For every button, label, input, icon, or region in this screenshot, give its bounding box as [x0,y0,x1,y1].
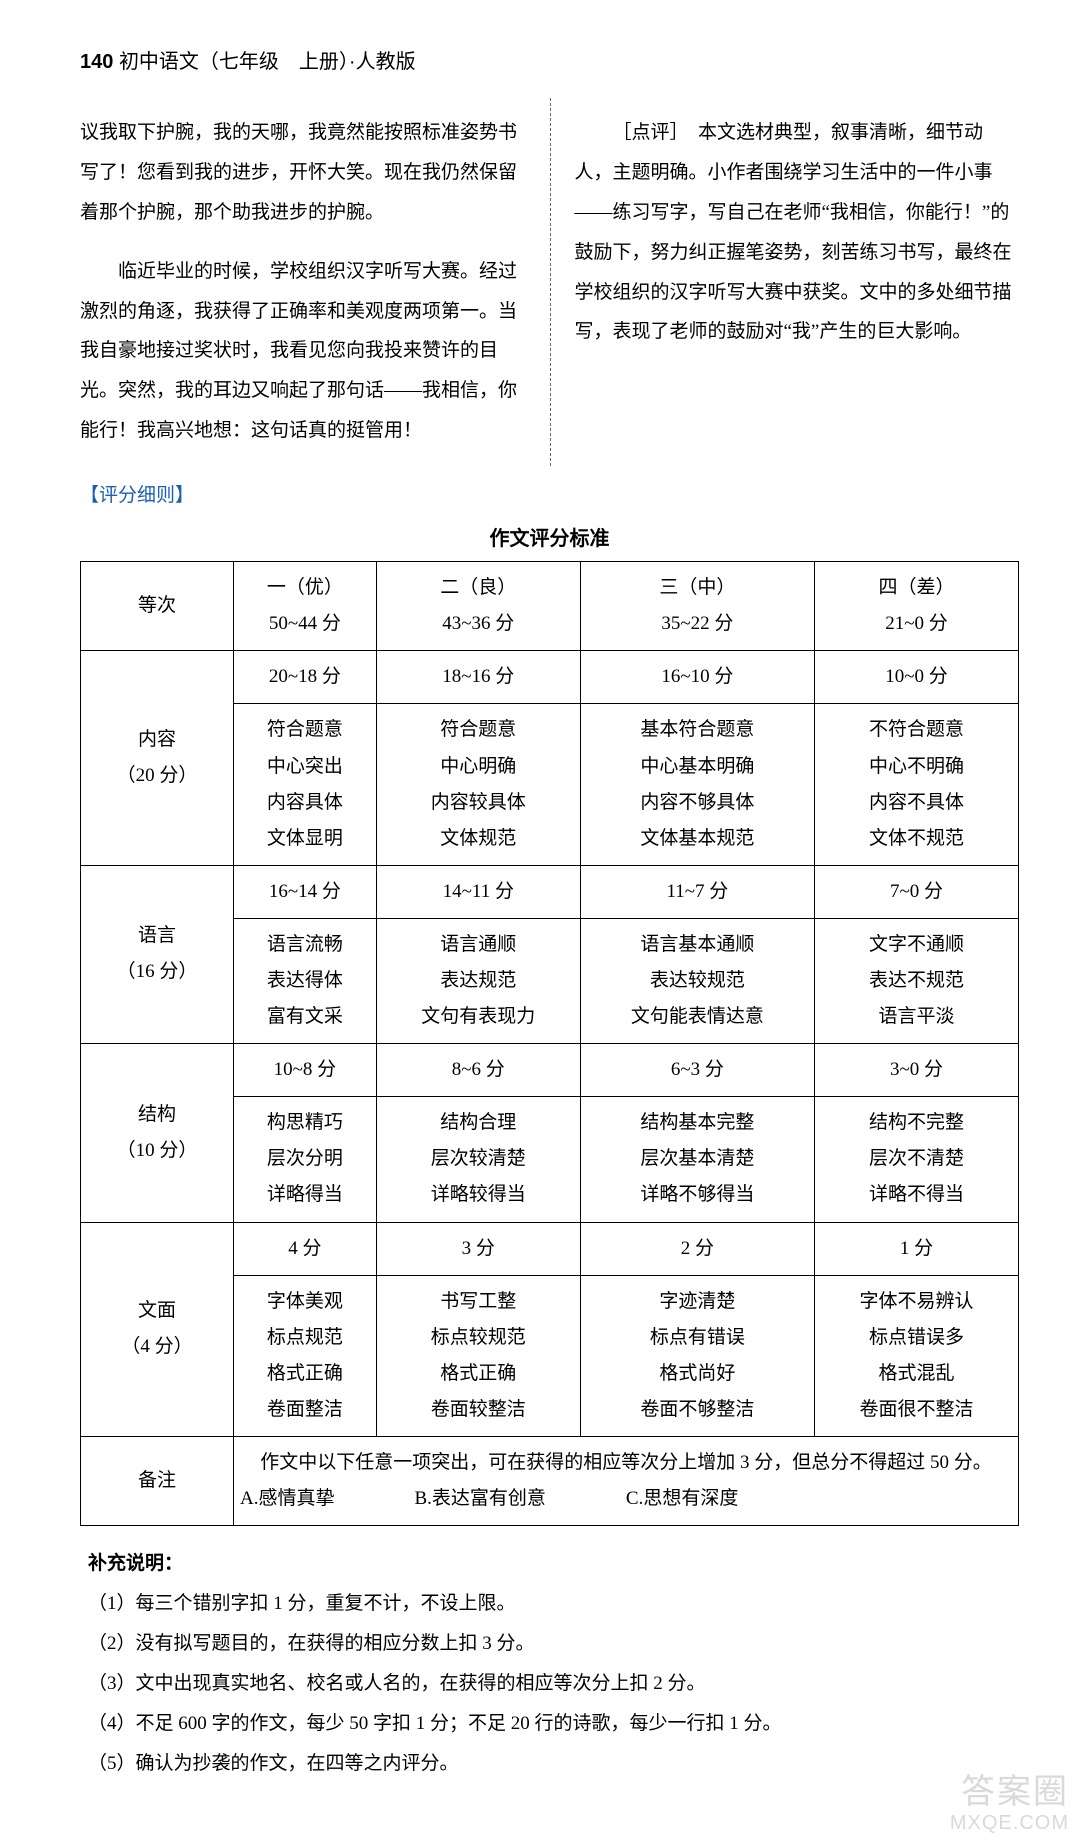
section-label: 内容（20 分） [81,651,234,865]
range-cell: 18~16 分 [376,651,580,704]
level-cell: 三（中）35~22 分 [580,562,814,651]
supplement-item: （3）文中出现真实地名、校名或人名的，在获得的相应等次分上扣 2 分。 [88,1664,1019,1704]
criteria-cell: 符合题意中心明确内容较具体文体规范 [376,704,580,865]
level-cell: 二（良）43~36 分 [376,562,580,651]
range-cell: 7~0 分 [815,865,1019,918]
supplement-section: 补充说明： （1）每三个错别字扣 1 分，重复不计，不设上限。 （2）没有拟写题… [80,1544,1019,1783]
watermark-en: MXQE.COM [950,1812,1069,1834]
bonus-item: C.思想有深度 [626,1481,738,1517]
watermark: 答案圈 MXQE.COM [950,1774,1069,1833]
section-label: 文面（4 分） [81,1222,234,1436]
table-row: 内容（20 分） 20~18 分 18~16 分 16~10 分 10~0 分 [81,651,1019,704]
range-cell: 3~0 分 [815,1044,1019,1097]
range-cell: 16~14 分 [234,865,377,918]
rubric-label: 【评分细则】 [80,480,1019,507]
criteria-cell: 语言流畅表达得体富有文采 [234,918,377,1043]
body-columns: 议我取下护腕，我的天哪，我竟然能按照标准姿势书写了！您看到我的进步，开怀大笑。现… [80,94,1019,470]
bonus-item: B.表达富有创意 [414,1481,545,1517]
supplement-item: （5）确认为抄袭的作文，在四等之内评分。 [88,1744,1019,1784]
left-paragraph: 临近毕业的时候，学校组织汉字听写大赛。经过激烈的角逐，我获得了正确率和美观度两项… [80,252,525,451]
criteria-cell: 结构基本完整层次基本清楚详略不够得当 [580,1097,814,1222]
criteria-cell: 结构合理层次较清楚详略较得当 [376,1097,580,1222]
left-paragraph: 议我取下护腕，我的天哪，我竟然能按照标准姿势书写了！您看到我的进步，开怀大笑。现… [80,113,525,233]
range-cell: 10~8 分 [234,1044,377,1097]
notes-label: 备注 [81,1437,234,1526]
range-cell: 10~0 分 [815,651,1019,704]
bonus-list: A.感情真挚 B.表达富有创意 C.思想有深度 [240,1481,1012,1517]
range-cell: 2 分 [580,1222,814,1275]
criteria-cell: 书写工整标点较规范格式正确卷面较整洁 [376,1275,580,1436]
criteria-cell: 文字不通顺表达不规范语言平淡 [815,918,1019,1043]
table-row: 备注 作文中以下任意一项突出，可在获得的相应等次分上增加 3 分，但总分不得超过… [81,1437,1019,1526]
range-cell: 16~10 分 [580,651,814,704]
range-cell: 6~3 分 [580,1044,814,1097]
level-cell: 一（优）50~44 分 [234,562,377,651]
section-label: 结构（10 分） [81,1044,234,1222]
table-row: 等次 一（优）50~44 分 二（良）43~36 分 三（中）35~22 分 四… [81,562,1019,651]
supplement-title: 补充说明： [88,1544,1019,1584]
criteria-cell: 结构不完整层次不清楚详略不得当 [815,1097,1019,1222]
page-header: 140 初中语文（七年级 上册）·人教版 [80,45,1019,74]
criteria-cell: 符合题意中心突出内容具体文体显明 [234,704,377,865]
criteria-cell: 语言通顺表达规范文句有表现力 [376,918,580,1043]
range-cell: 14~11 分 [376,865,580,918]
right-column: ［点评］ 本文选材典型，叙事清晰，细节动人，主题明确。小作者围绕学习生活中的一件… [550,94,1020,470]
column-divider [550,98,551,466]
range-cell: 8~6 分 [376,1044,580,1097]
table-title: 作文评分标准 [80,522,1019,551]
notes-text: 作文中以下任意一项突出，可在获得的相应等次分上增加 3 分，但总分不得超过 50… [240,1445,1012,1481]
range-cell: 20~18 分 [234,651,377,704]
range-cell: 3 分 [376,1222,580,1275]
criteria-cell: 字体不易辨认标点错误多格式混乱卷面很不整洁 [815,1275,1019,1436]
commentary-paragraph: ［点评］ 本文选材典型，叙事清晰，细节动人，主题明确。小作者围绕学习生活中的一件… [575,113,1020,352]
notes-cell: 作文中以下任意一项突出，可在获得的相应等次分上增加 3 分，但总分不得超过 50… [234,1437,1019,1526]
range-cell: 11~7 分 [580,865,814,918]
supplement-item: （1）每三个错别字扣 1 分，重复不计，不设上限。 [88,1584,1019,1624]
criteria-cell: 基本符合题意中心基本明确内容不够具体文体基本规范 [580,704,814,865]
table-row: 文面（4 分） 4 分 3 分 2 分 1 分 [81,1222,1019,1275]
supplement-item: （2）没有拟写题目的，在获得的相应分数上扣 3 分。 [88,1624,1019,1664]
page-title: 初中语文（七年级 上册）·人教版 [119,51,416,73]
supplement-item: （4）不足 600 字的作文，每少 50 字扣 1 分；不足 20 行的诗歌，每… [88,1704,1019,1744]
watermark-cn: 答案圈 [950,1774,1069,1811]
range-cell: 4 分 [234,1222,377,1275]
page-number: 140 [80,51,113,73]
section-label: 语言（16 分） [81,865,234,1043]
criteria-cell: 语言基本通顺表达较规范文句能表情达意 [580,918,814,1043]
bonus-item: A.感情真挚 [240,1481,334,1517]
criteria-cell: 字体美观标点规范格式正确卷面整洁 [234,1275,377,1436]
table-row: 语言（16 分） 16~14 分 14~11 分 11~7 分 7~0 分 [81,865,1019,918]
range-cell: 1 分 [815,1222,1019,1275]
criteria-cell: 不符合题意中心不明确内容不具体文体不规范 [815,704,1019,865]
level-header: 等次 [81,562,234,651]
criteria-cell: 构思精巧层次分明详略得当 [234,1097,377,1222]
table-row: 结构（10 分） 10~8 分 8~6 分 6~3 分 3~0 分 [81,1044,1019,1097]
left-column: 议我取下护腕，我的天哪，我竟然能按照标准姿势书写了！您看到我的进步，开怀大笑。现… [80,94,550,470]
criteria-cell: 字迹清楚标点有错误格式尚好卷面不够整洁 [580,1275,814,1436]
level-cell: 四（差）21~0 分 [815,562,1019,651]
scoring-rubric-table: 等次 一（优）50~44 分 二（良）43~36 分 三（中）35~22 分 四… [80,561,1019,1526]
